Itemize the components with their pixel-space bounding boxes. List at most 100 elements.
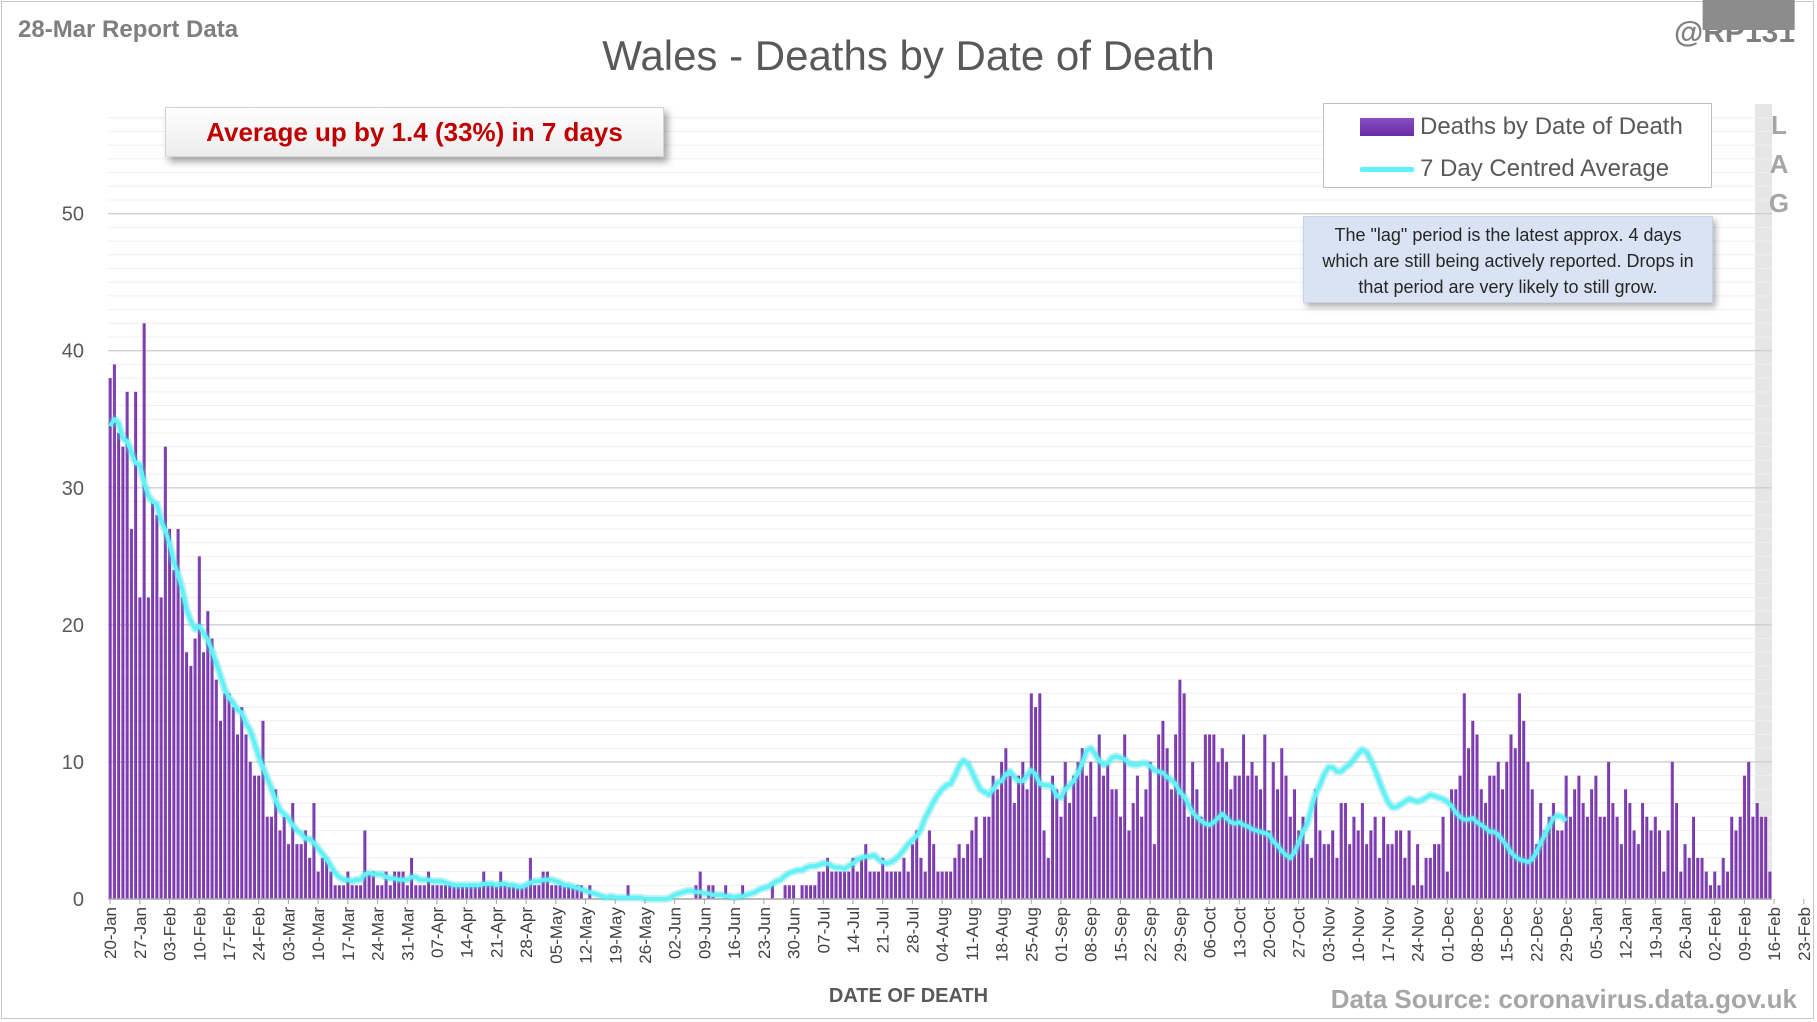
bar <box>838 871 842 899</box>
bar <box>1602 816 1606 899</box>
bar <box>1725 871 1729 899</box>
bar <box>235 734 239 899</box>
x-tick-label: 03-Mar <box>279 907 298 961</box>
bar <box>1322 844 1326 899</box>
bar <box>1530 789 1534 899</box>
bar <box>1433 844 1437 899</box>
bar <box>983 816 987 899</box>
bar <box>1059 816 1063 899</box>
bar <box>1641 803 1645 899</box>
bar <box>524 885 528 899</box>
bar <box>265 816 269 899</box>
bar <box>1666 830 1670 899</box>
bar <box>185 652 189 899</box>
bar <box>201 652 206 899</box>
bar <box>961 857 965 899</box>
bar <box>1106 761 1110 899</box>
bar <box>1033 707 1038 899</box>
bar <box>1309 857 1313 899</box>
bar <box>698 871 702 899</box>
chart-title: Wales - Deaths by Date of Death <box>602 32 1215 79</box>
bar <box>1679 871 1683 899</box>
bar <box>724 885 728 899</box>
bar <box>1263 734 1267 899</box>
bar <box>541 871 545 899</box>
bar <box>1496 761 1500 899</box>
bar <box>426 871 431 899</box>
bar <box>1734 830 1738 899</box>
bar <box>1581 803 1585 899</box>
bar <box>1657 830 1662 899</box>
legend-item-line: 7 Day Centred Average <box>1360 154 1669 184</box>
bar <box>1607 761 1611 899</box>
x-tick-label: 14-Apr <box>458 907 477 958</box>
bar <box>1466 748 1471 899</box>
x-tick-label: 18-Aug <box>993 907 1012 962</box>
bar <box>312 803 316 899</box>
bar <box>163 446 167 899</box>
bar <box>906 871 910 899</box>
bar <box>1093 816 1097 899</box>
bar <box>1683 844 1687 899</box>
bar <box>469 885 473 899</box>
bar <box>770 885 774 899</box>
data-source: Data Source: coronavirus.data.gov.uk <box>1330 984 1797 1014</box>
bar <box>448 885 452 899</box>
bar <box>431 885 435 899</box>
x-tick-label: 24-Mar <box>369 907 388 961</box>
bar <box>859 857 863 899</box>
bar <box>507 885 511 899</box>
bar <box>919 857 923 899</box>
bar <box>1713 871 1717 899</box>
x-tick-label: 05-Jan <box>1587 907 1606 959</box>
bar <box>1454 789 1458 899</box>
bar <box>1445 871 1449 899</box>
bar <box>342 885 346 899</box>
bar <box>1042 830 1046 899</box>
average-line-glow <box>106 415 1569 903</box>
bar <box>1556 830 1560 899</box>
bar <box>804 885 808 899</box>
bar <box>889 871 893 899</box>
bar <box>902 857 906 899</box>
x-tick-label: 13-Oct <box>1230 907 1249 958</box>
bar <box>855 871 859 899</box>
bar <box>1199 816 1203 899</box>
bar <box>1008 775 1012 899</box>
bar <box>380 885 384 899</box>
bar <box>974 816 978 899</box>
bar <box>1258 789 1263 899</box>
bar <box>1348 844 1352 899</box>
bar <box>456 885 460 899</box>
bar <box>1615 816 1619 899</box>
bar <box>1356 830 1360 899</box>
x-tick-label: 16-Jun <box>725 907 744 959</box>
bar <box>1301 816 1305 899</box>
bar <box>1076 761 1080 899</box>
bar <box>1208 734 1212 899</box>
bar <box>486 885 490 899</box>
bar <box>197 556 201 899</box>
bar <box>1755 803 1759 899</box>
bar <box>333 885 337 899</box>
bar <box>325 857 329 899</box>
bar <box>1611 803 1615 899</box>
bar <box>274 789 278 899</box>
bar <box>1573 789 1577 899</box>
bar <box>1046 857 1050 899</box>
bar <box>872 871 876 899</box>
bar <box>1246 775 1250 899</box>
bar <box>1590 789 1594 899</box>
lag-letter: L <box>1771 110 1787 140</box>
x-tick-label: 24-Nov <box>1409 907 1428 962</box>
bar <box>257 775 261 899</box>
bar <box>711 885 715 899</box>
legend: Deaths by Date of Death 7 Day Centred Av… <box>1323 103 1712 188</box>
bar <box>1089 761 1093 899</box>
lag-note: The "lag" period is the latest approx. 4… <box>1303 216 1713 303</box>
bar <box>987 816 991 899</box>
bar <box>1500 789 1504 899</box>
x-tick-label: 16-Feb <box>1765 907 1784 961</box>
bar <box>792 885 796 899</box>
